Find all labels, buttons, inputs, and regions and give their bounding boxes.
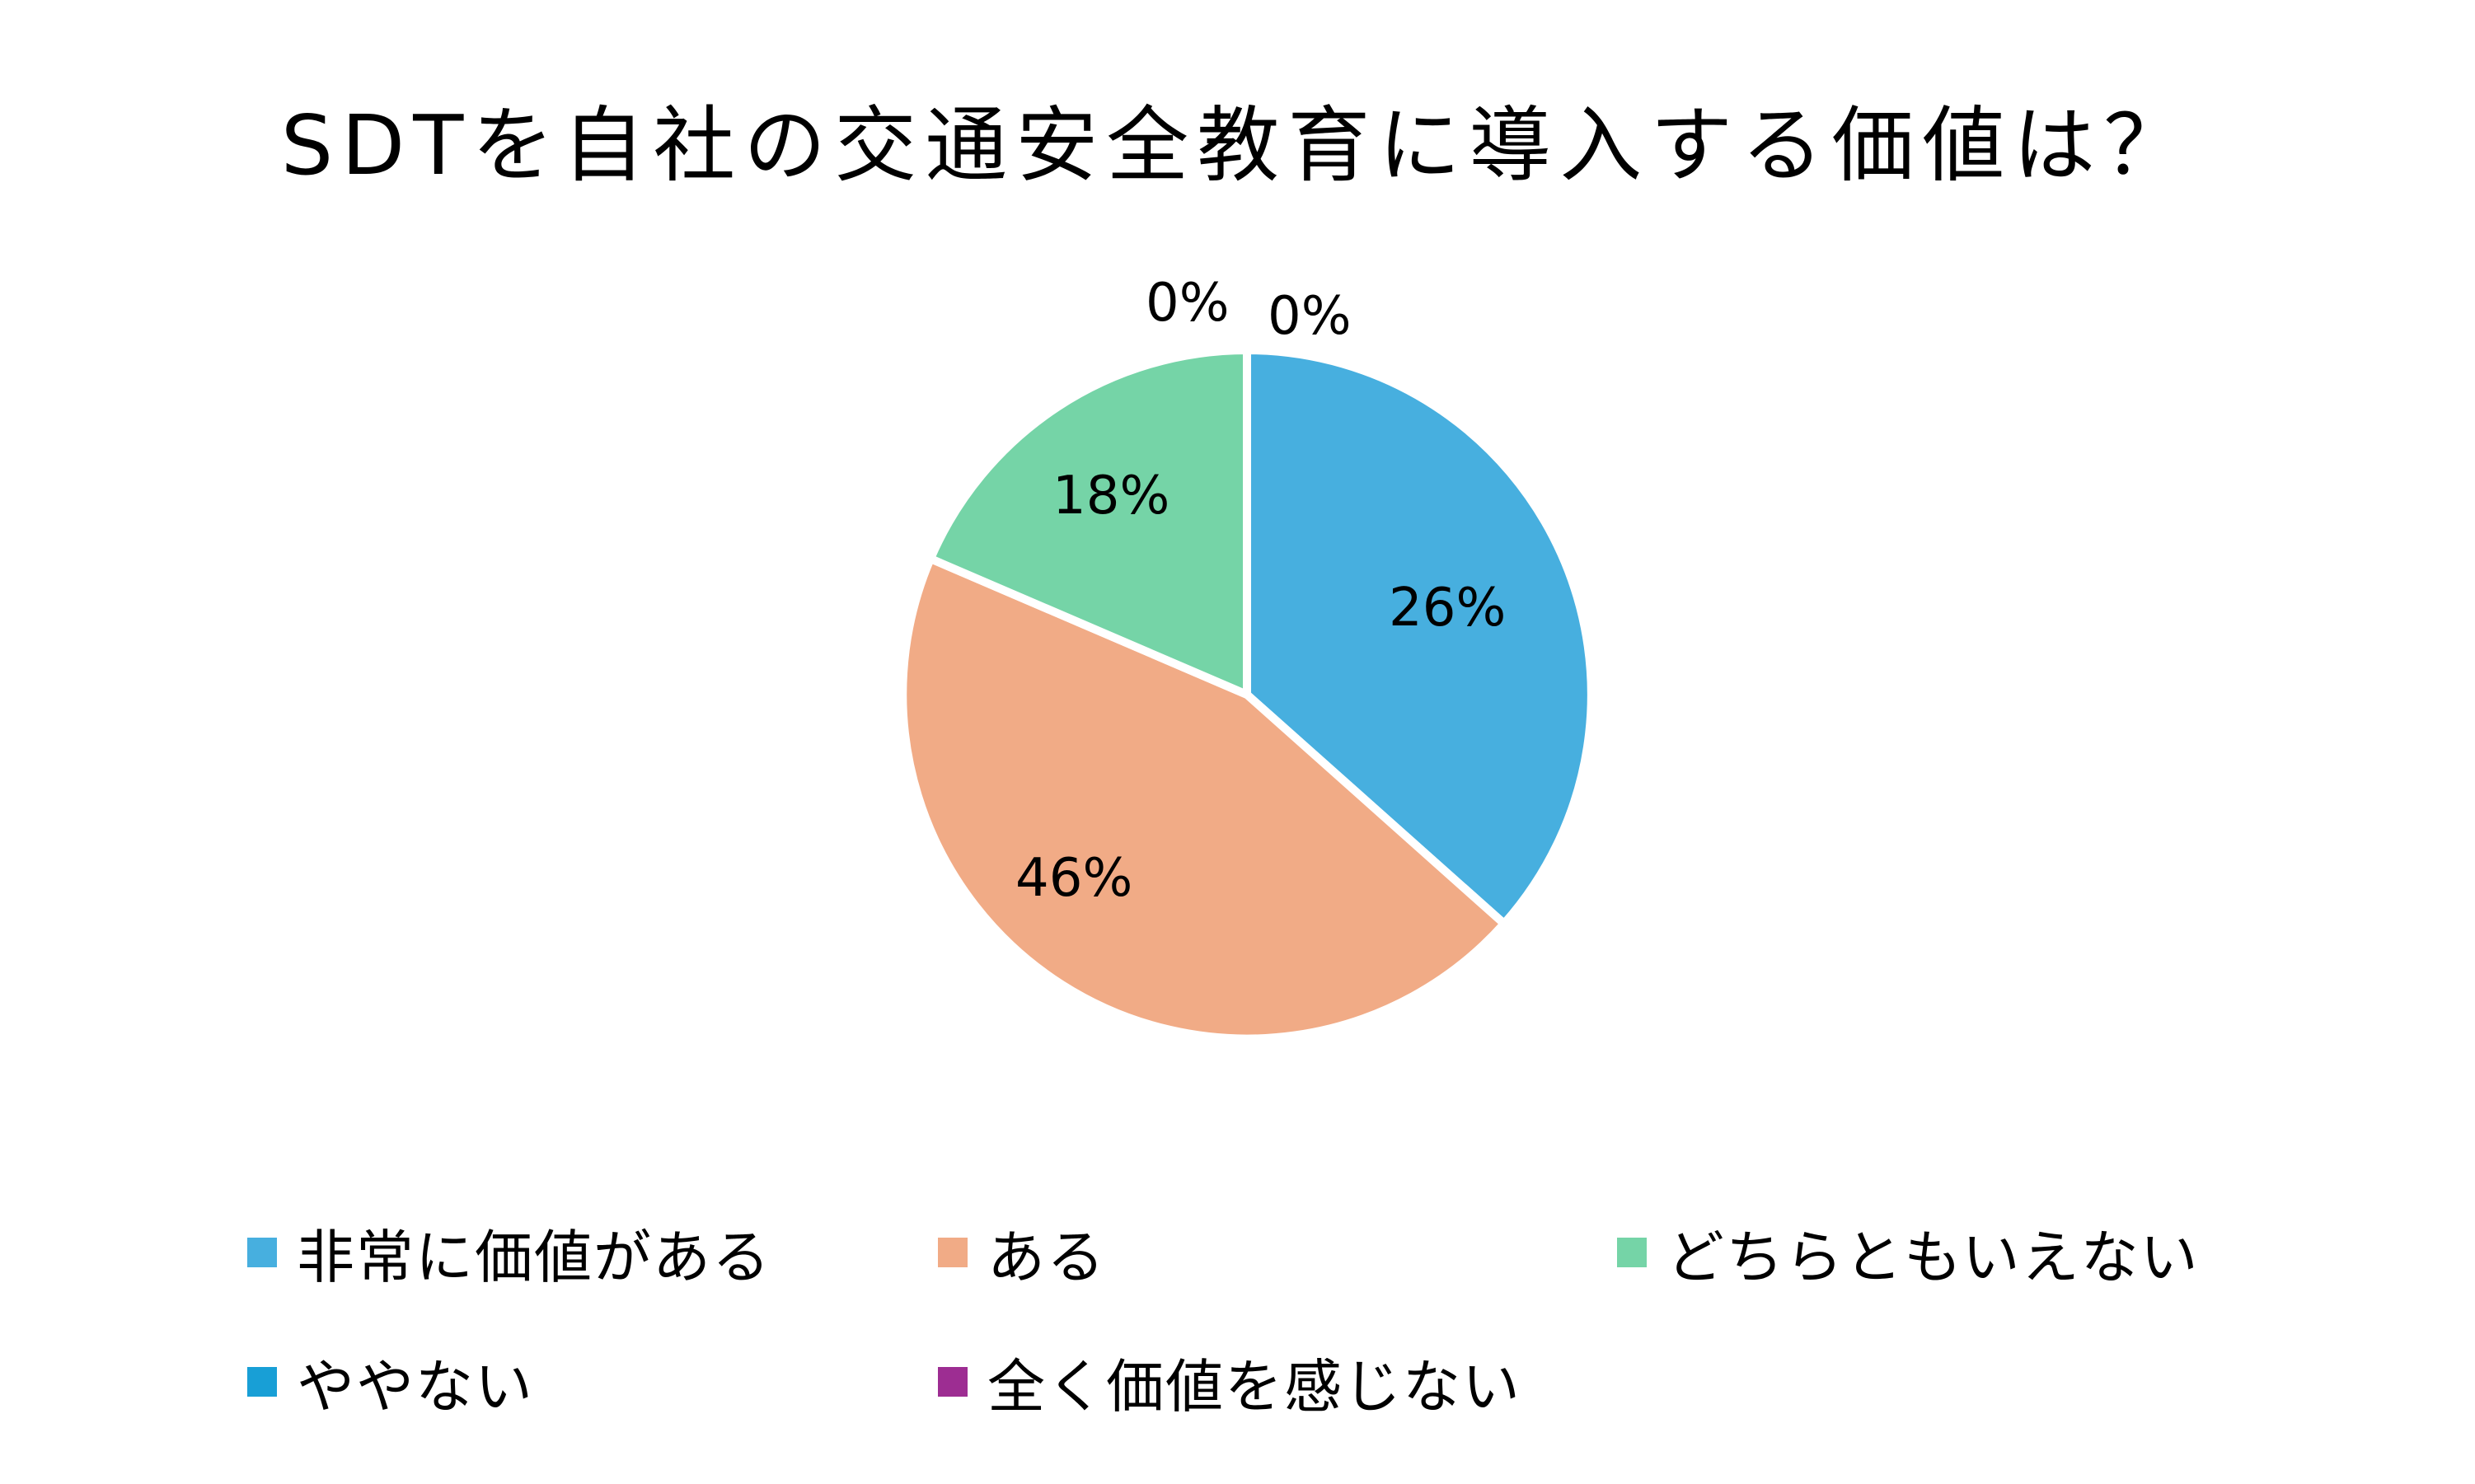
legend-label: ややない [297,1352,534,1421]
legend-item-neutral[interactable]: どちらともいえない [1617,1215,2200,1291]
pie-slice-valuable[interactable] [898,555,1508,1043]
legend-label: どちらともいえない [1666,1223,2200,1291]
legend-label: ある [987,1223,1106,1291]
data-label-somewhat-not: 0% [1146,273,1230,334]
legend-item-very-valuable[interactable]: 非常に価値がある [247,1215,771,1291]
legend-swatch-icon [938,1367,968,1397]
legend-swatch-icon [247,1238,277,1267]
legend-item-valuable[interactable]: ある [938,1215,1106,1291]
legend-label: 全く価値を感じない [987,1352,1521,1421]
legend-swatch-icon [1617,1238,1647,1267]
data-label-very-valuable: 26% [1389,578,1507,639]
legend-swatch-icon [247,1367,277,1397]
chart-title: SDTを自社の交通安全教育に導入する価値は？ [280,97,2195,194]
legend-label: 非常に価値がある [297,1223,771,1291]
data-label-valuable: 46% [1015,848,1133,909]
pie-slice-very-valuable[interactable] [1243,346,1596,928]
legend-item-not-at-all[interactable]: 全く価値を感じない [938,1345,1521,1421]
pie-slice-neutral[interactable] [926,346,1251,699]
data-label-neutral: 18% [1052,466,1170,527]
data-label-not-at-all: 0% [1268,286,1352,347]
legend-item-somewhat-not[interactable]: ややない [247,1345,534,1421]
legend-swatch-icon [938,1238,968,1267]
